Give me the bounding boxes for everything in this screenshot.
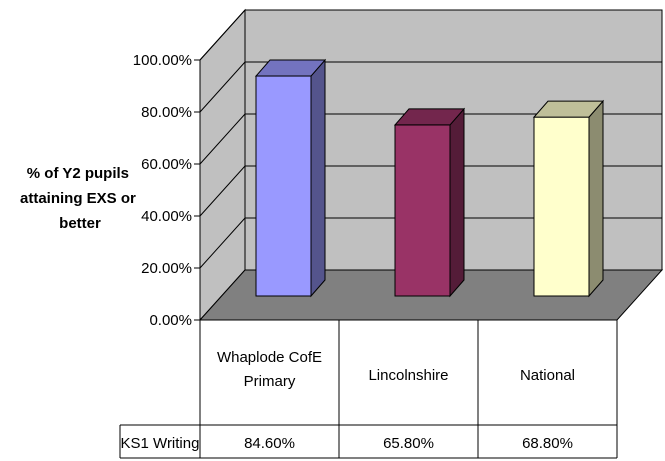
gridline xyxy=(199,61,662,113)
y-tick-label: 40.00% xyxy=(141,208,192,225)
y-tick-label: 60.00% xyxy=(141,156,192,173)
y-tick-label: 100.00% xyxy=(133,52,192,69)
gridline xyxy=(199,217,662,269)
y-tick-label: 20.00% xyxy=(141,260,192,277)
value-cell: 65.80% xyxy=(383,435,434,452)
bar-side-face xyxy=(588,99,604,298)
value-cell: 84.60% xyxy=(244,435,295,452)
category-label: Lincolnshire xyxy=(368,367,448,384)
y-axis-label: % of Y2 pupils attaining EXS or better xyxy=(20,165,140,232)
bars xyxy=(254,58,605,298)
category-label-line: Lincolnshire xyxy=(368,367,448,384)
y-tick-label: 0.00% xyxy=(149,312,192,329)
category-label-line: Whaplode CofE xyxy=(217,349,322,366)
category-label: Whaplode CofE Primary xyxy=(217,349,322,390)
category-labels: Whaplode CofE Primary Lincolnshire National xyxy=(217,349,575,390)
gridlines xyxy=(199,9,662,269)
bar-front-face xyxy=(394,124,451,297)
gridline xyxy=(199,9,662,61)
y-axis-label-line: attaining EXS or xyxy=(20,190,136,207)
bar-side-face xyxy=(449,107,465,298)
bar-top-face xyxy=(393,108,466,126)
side-wall xyxy=(199,8,246,322)
y-axis-label-line: better xyxy=(59,215,101,232)
bar-front-face xyxy=(533,116,590,297)
bar-front-face xyxy=(255,75,312,297)
bar-top-face xyxy=(532,100,605,118)
gridline xyxy=(199,165,662,217)
y-tick-labels: 0.00% 20.00% 40.00% 60.00% 80.00% 100.00% xyxy=(133,52,200,329)
y-tick-label: 80.00% xyxy=(141,104,192,121)
gridline xyxy=(199,113,662,165)
y-axis-label-line: % of Y2 pupils xyxy=(27,165,129,182)
category-label-line: Primary xyxy=(244,373,296,390)
value-cell: 68.80% xyxy=(522,435,573,452)
value-cells: 84.60% 65.80% 68.80% xyxy=(244,435,573,452)
data-table xyxy=(119,319,618,459)
bar xyxy=(393,107,466,298)
series-name-cell: KS1 Writing xyxy=(121,435,200,452)
bar xyxy=(254,58,327,298)
category-label: National xyxy=(520,367,575,384)
bar-side-face xyxy=(310,58,326,298)
bar-top-face xyxy=(254,59,327,77)
category-label-line: National xyxy=(520,367,575,384)
bar xyxy=(532,99,605,298)
